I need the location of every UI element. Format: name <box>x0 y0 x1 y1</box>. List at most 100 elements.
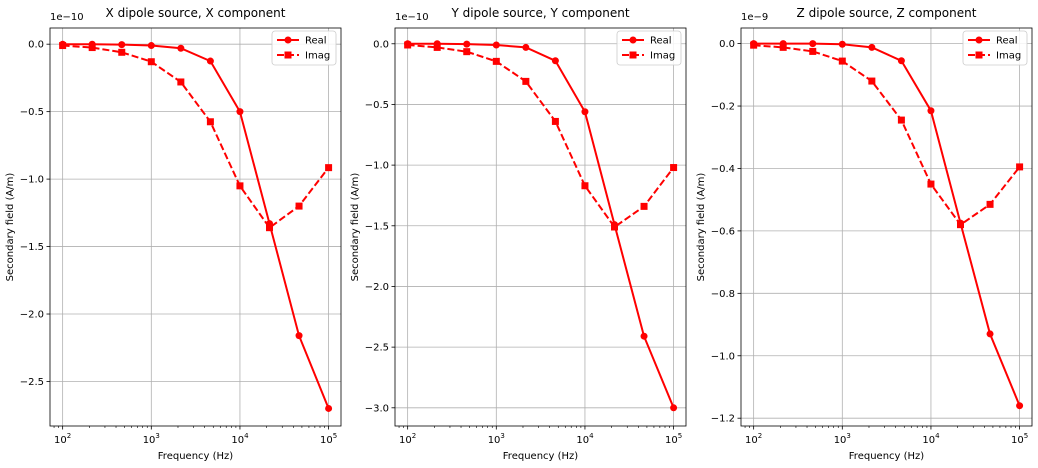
y-tick-label: −2.5 <box>365 343 389 354</box>
legend-marker-imag <box>629 51 637 59</box>
data-point-imag <box>551 117 559 125</box>
y-tick-label: −1.0 <box>365 161 389 172</box>
y-tick-label: −0.5 <box>20 107 44 118</box>
data-point-imag <box>147 58 155 66</box>
legend-marker-real <box>284 36 292 44</box>
axes-frame <box>49 27 342 427</box>
data-point-imag <box>325 164 333 172</box>
y-axis-label: Secondary field (A/m) <box>696 173 707 282</box>
legend-marker-real <box>629 36 637 44</box>
series-line-real <box>407 42 675 409</box>
data-point-imag <box>986 200 994 208</box>
series-line-imag <box>62 44 330 230</box>
series-real <box>404 40 678 412</box>
data-point-real <box>551 57 559 65</box>
data-point-imag <box>640 202 648 210</box>
axes-frame <box>394 27 687 427</box>
x-tick-label: 104 <box>576 432 594 446</box>
y-tick-label: −0.4 <box>711 164 735 175</box>
x-tick-label: 103 <box>488 432 505 446</box>
data-point-imag <box>868 77 876 85</box>
legend-label-real: Real <box>996 36 1018 47</box>
data-point-imag <box>750 41 758 49</box>
chart-title: X dipole source, X component <box>106 6 286 20</box>
y-tick-label: −2.0 <box>20 310 44 321</box>
data-point-imag <box>927 180 935 188</box>
x-tick-label: 103 <box>143 432 160 446</box>
x-tick-label: 104 <box>231 432 249 446</box>
x-tick-label: 102 <box>54 432 71 446</box>
data-point-imag <box>265 224 273 232</box>
legend: Real Imag <box>962 30 1028 66</box>
data-point-imag <box>177 78 185 86</box>
x-tick-label: 102 <box>745 432 762 446</box>
data-point-real <box>581 108 589 116</box>
data-point-real <box>838 40 846 48</box>
legend: Real Imag <box>616 30 682 66</box>
x-tick-label: 105 <box>665 432 682 446</box>
legend: Real Imag <box>271 30 337 66</box>
data-point-imag <box>236 182 244 190</box>
y-offset-label: 1e−10 <box>50 12 84 23</box>
data-point-imag <box>838 57 846 65</box>
data-point-real <box>206 57 214 65</box>
data-point-imag <box>670 164 678 172</box>
y-offset-label: 1e−9 <box>741 12 768 23</box>
y-tick-label: 0.0 <box>719 39 735 50</box>
series-imag <box>59 42 333 232</box>
y-tick-label: −1.0 <box>711 351 735 362</box>
series-imag <box>404 41 678 231</box>
x-tick-label: 104 <box>922 432 940 446</box>
data-point-real <box>670 404 678 412</box>
axes-frame <box>740 27 1033 427</box>
series-real <box>59 40 333 412</box>
x-tick-label: 103 <box>834 432 851 446</box>
subplot-2: 102 103 104 105 0.0 −0.5 −1.0 −1.5 −2.0 −2.5 −3.0 1… <box>350 6 687 462</box>
y-tick-label: −0.2 <box>711 102 735 113</box>
y-tick-label: −1.2 <box>711 414 735 425</box>
y-tick-label: 0.0 <box>28 40 44 51</box>
x-tick-label: 102 <box>399 432 416 446</box>
data-point-imag <box>433 43 441 51</box>
y-tick-label: −2.0 <box>365 282 389 293</box>
data-point-imag <box>897 116 905 124</box>
data-point-imag <box>610 223 618 231</box>
data-point-imag <box>581 182 589 190</box>
data-point-real <box>897 57 905 65</box>
y-tick-label: −3.0 <box>365 403 389 414</box>
subplot-3: 102 103 104 105 0.0 −0.2 −0.4 −0.6 −0.8 −1.0 −1.2 1… <box>696 6 1033 462</box>
data-point-real <box>463 40 471 48</box>
y-axis-label: Secondary field (A/m) <box>350 173 361 282</box>
data-point-real <box>325 404 333 412</box>
data-point-real <box>927 107 935 115</box>
y-tick-label: −0.6 <box>711 226 735 237</box>
legend-label-real: Real <box>305 36 327 47</box>
data-point-real <box>236 108 244 116</box>
data-point-real <box>1016 402 1024 410</box>
series-real <box>750 40 1024 410</box>
x-axis-label: Frequency (Hz) <box>158 451 234 462</box>
x-axis-label: Frequency (Hz) <box>503 451 579 462</box>
data-point-real <box>522 43 530 51</box>
y-tick-label: 0.0 <box>373 39 389 50</box>
data-point-real <box>295 332 303 340</box>
y-tick-label: −1.5 <box>20 242 44 253</box>
x-tick-label: 105 <box>1011 432 1028 446</box>
series-line-real <box>753 42 1021 407</box>
data-point-imag <box>779 43 787 51</box>
data-point-real <box>640 332 648 340</box>
legend-label-real: Real <box>650 36 672 47</box>
data-point-real <box>986 330 994 338</box>
x-tick-label: 105 <box>320 432 337 446</box>
data-point-real <box>492 41 500 49</box>
data-point-imag <box>492 57 500 65</box>
y-tick-label: −1.5 <box>365 221 389 232</box>
data-point-imag <box>956 221 964 229</box>
series-line-imag <box>407 44 675 229</box>
y-tick-label: −0.5 <box>365 100 389 111</box>
y-tick-label: −2.5 <box>20 377 44 388</box>
data-point-imag <box>59 42 67 50</box>
legend-label-imag: Imag <box>305 51 330 62</box>
series-imag <box>750 41 1024 229</box>
